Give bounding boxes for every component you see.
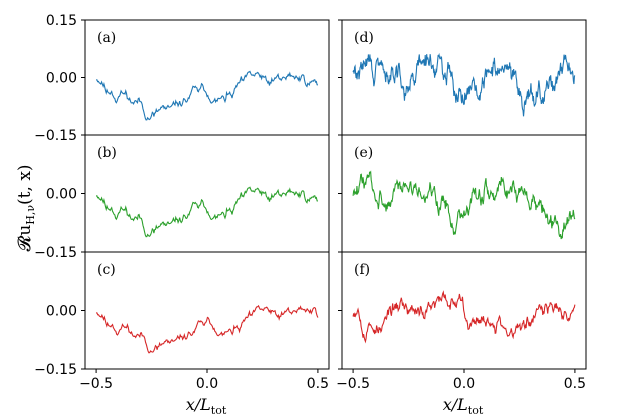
- y-tick-label: −0.15: [34, 362, 77, 378]
- x-tick-label: −0.5: [336, 376, 370, 392]
- panel-label: (d): [354, 30, 374, 46]
- x-tick-label: 0.5: [564, 376, 586, 392]
- panel-a: (a) 0.15 0.00 −0.15: [34, 13, 330, 144]
- panel-frame: [84, 19, 330, 136]
- series-line-b: [95, 186, 319, 238]
- panel-b: (b) 0.00 −0.15: [34, 134, 330, 261]
- series-line-d: [352, 52, 576, 117]
- y-tick-label: 0.00: [46, 71, 77, 87]
- panel-label: (b): [97, 145, 117, 161]
- panel-f: (f) −0.5 0.0 0.5: [336, 251, 587, 392]
- panel-frame: [341, 134, 587, 253]
- y-tick-label: −0.15: [34, 245, 77, 261]
- panel-label: (a): [97, 30, 116, 46]
- panel-frame: [84, 134, 330, 253]
- panel-c: (c) 0.00 −0.15−0.5 0.0 0.5: [34, 251, 330, 392]
- x-tick-label: 0.5: [307, 376, 329, 392]
- x-axis-label-right: x/Ltot: [443, 395, 484, 417]
- panel-d: (d): [338, 19, 587, 136]
- series-line-a: [95, 70, 319, 121]
- x-tick-label: 0.0: [453, 376, 475, 392]
- panel-frame: [84, 251, 330, 370]
- x-tick-label: −0.5: [79, 376, 113, 392]
- x-tick-label: 0.0: [196, 376, 218, 392]
- y-tick-label: −0.15: [34, 128, 77, 144]
- panel-e: (e): [338, 134, 587, 253]
- y-tick-label: 0.00: [46, 187, 77, 203]
- x-axis-label-left: x/Ltot: [186, 395, 227, 417]
- y-axis-label: 𝓡uH,ν(t, x): [15, 164, 37, 251]
- y-tick-label: 0.00: [46, 304, 77, 320]
- series-line-c: [96, 304, 319, 354]
- panel-label: (e): [354, 145, 373, 161]
- panel-label: (f): [354, 262, 370, 278]
- series-line-f: [352, 290, 576, 344]
- panel-label: (c): [97, 262, 116, 278]
- y-tick-label: 0.15: [46, 13, 77, 29]
- series-line-e: [352, 170, 576, 240]
